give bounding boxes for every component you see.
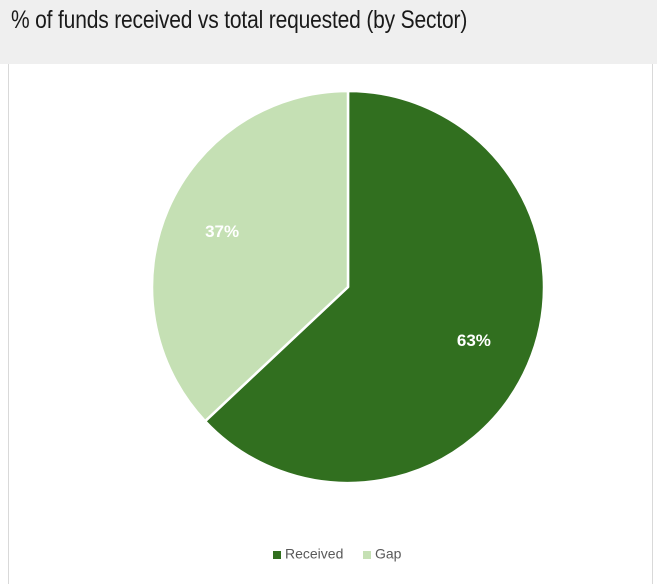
pie-labels: 63% 37%	[205, 222, 491, 350]
legend-swatch-gap	[363, 551, 371, 559]
data-label-gap: 37%	[205, 222, 239, 241]
legend: Received Gap	[273, 546, 402, 562]
legend-label-gap: Gap	[375, 546, 402, 562]
chart-header: % of funds received vs total requested (…	[0, 0, 657, 64]
legend-swatch-received	[273, 551, 281, 559]
pie-slices	[150, 89, 546, 485]
pie-slice-gap	[150, 89, 350, 423]
legend-label-received: Received	[285, 546, 343, 562]
chart-title: % of funds received vs total requested (…	[11, 6, 468, 34]
data-label-received: 63%	[457, 331, 491, 350]
pie-slice-received	[203, 89, 546, 485]
